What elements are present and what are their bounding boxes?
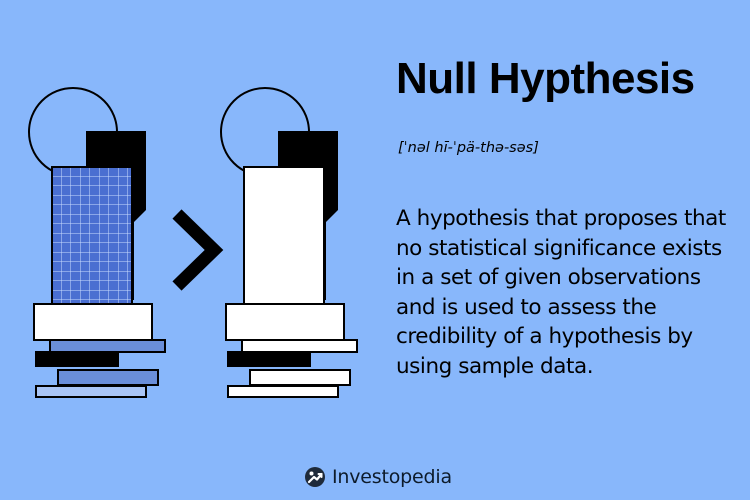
left-slab-2 — [35, 351, 119, 367]
left-figure — [28, 87, 166, 398]
right-white-column — [243, 166, 325, 305]
brand-name: Investopedia — [332, 466, 452, 488]
pronunciation: [ˈnəl hī-ˈpä-thə-səs] — [398, 140, 539, 156]
greater-than-symbol — [172, 209, 224, 291]
term-title: Null Hypthesis — [396, 54, 695, 103]
left-slab-4 — [35, 385, 147, 398]
null-hypothesis-illustration — [28, 87, 358, 398]
investopedia-logo-icon — [305, 467, 325, 487]
brand-logo: Investopedia — [304, 466, 452, 488]
left-slab-3 — [57, 369, 159, 386]
right-slab-1 — [241, 339, 358, 353]
left-grid-column — [51, 166, 133, 305]
definition-text: A hypothesis that proposes that no stati… — [396, 206, 726, 379]
right-base-box — [225, 303, 345, 341]
right-slab-4 — [227, 385, 339, 398]
left-slab-1 — [49, 339, 166, 353]
right-slab-2 — [227, 351, 311, 367]
right-slab-3 — [249, 369, 351, 386]
right-figure — [220, 87, 358, 398]
left-base-box — [33, 303, 153, 341]
